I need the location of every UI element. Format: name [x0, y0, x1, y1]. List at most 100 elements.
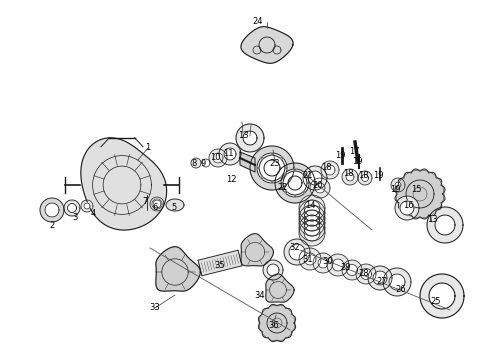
Polygon shape: [241, 234, 273, 266]
Polygon shape: [368, 266, 392, 290]
Polygon shape: [346, 173, 354, 181]
Polygon shape: [281, 177, 283, 179]
Polygon shape: [285, 167, 287, 169]
Polygon shape: [307, 182, 309, 184]
Polygon shape: [257, 167, 259, 169]
Polygon shape: [285, 191, 287, 193]
Polygon shape: [68, 203, 76, 212]
Polygon shape: [400, 201, 414, 215]
Polygon shape: [271, 181, 273, 183]
Text: 32: 32: [290, 243, 300, 252]
Polygon shape: [391, 178, 405, 192]
Polygon shape: [257, 153, 287, 183]
Polygon shape: [315, 183, 325, 193]
Polygon shape: [198, 250, 242, 276]
Polygon shape: [153, 200, 161, 208]
Text: 36: 36: [269, 320, 279, 329]
Polygon shape: [321, 161, 339, 179]
Polygon shape: [304, 220, 320, 236]
Polygon shape: [240, 152, 255, 172]
Polygon shape: [289, 244, 305, 260]
Text: 18: 18: [343, 170, 353, 179]
Text: 27: 27: [377, 276, 387, 285]
Text: 20: 20: [313, 180, 323, 189]
Polygon shape: [304, 225, 320, 241]
Polygon shape: [373, 271, 387, 285]
Text: 14: 14: [305, 202, 315, 211]
Polygon shape: [358, 171, 372, 185]
Polygon shape: [304, 253, 316, 265]
Text: 13: 13: [238, 130, 248, 139]
Polygon shape: [299, 215, 325, 241]
Text: 29: 29: [341, 264, 351, 273]
Polygon shape: [395, 196, 419, 220]
Polygon shape: [294, 169, 296, 171]
Polygon shape: [299, 200, 325, 226]
Text: 18: 18: [320, 162, 331, 171]
Text: 19: 19: [352, 158, 362, 166]
Polygon shape: [346, 265, 358, 275]
Text: 23: 23: [270, 158, 280, 167]
Polygon shape: [304, 205, 320, 221]
Polygon shape: [361, 269, 371, 279]
Polygon shape: [267, 264, 279, 276]
Text: 3: 3: [73, 213, 78, 222]
Polygon shape: [288, 176, 302, 190]
Polygon shape: [299, 195, 325, 221]
Polygon shape: [191, 158, 201, 168]
Text: 26: 26: [396, 284, 406, 293]
Polygon shape: [263, 260, 283, 280]
Polygon shape: [299, 205, 325, 231]
Text: 1: 1: [146, 144, 150, 153]
Polygon shape: [81, 138, 167, 230]
Text: 19: 19: [390, 185, 400, 194]
Text: 22: 22: [278, 184, 288, 193]
Polygon shape: [271, 153, 273, 155]
Polygon shape: [299, 248, 321, 270]
Text: 12: 12: [226, 175, 236, 184]
Text: 35: 35: [215, 261, 225, 270]
Polygon shape: [81, 200, 93, 212]
Text: 30: 30: [323, 257, 333, 266]
Polygon shape: [250, 146, 294, 190]
Polygon shape: [303, 191, 305, 193]
Polygon shape: [304, 215, 320, 231]
Polygon shape: [294, 195, 296, 197]
Polygon shape: [150, 197, 164, 211]
Polygon shape: [84, 203, 90, 209]
Polygon shape: [318, 258, 328, 268]
Polygon shape: [310, 178, 330, 198]
Polygon shape: [213, 153, 223, 163]
Text: 19: 19: [373, 171, 383, 180]
Polygon shape: [284, 239, 310, 265]
Polygon shape: [389, 274, 405, 290]
Polygon shape: [299, 220, 325, 246]
Polygon shape: [304, 200, 320, 216]
Text: 19: 19: [335, 150, 345, 159]
Polygon shape: [395, 182, 401, 188]
Text: 31: 31: [303, 256, 313, 265]
Polygon shape: [299, 210, 325, 236]
Polygon shape: [342, 260, 362, 280]
Polygon shape: [327, 254, 349, 276]
Polygon shape: [40, 198, 64, 222]
Text: 17: 17: [349, 147, 359, 156]
Polygon shape: [303, 166, 327, 190]
Text: 5: 5: [172, 202, 176, 211]
Text: 13: 13: [427, 215, 437, 224]
Polygon shape: [224, 148, 236, 160]
Text: 15: 15: [411, 184, 421, 194]
Polygon shape: [64, 200, 80, 216]
Polygon shape: [152, 199, 162, 209]
Polygon shape: [261, 157, 263, 159]
Text: 6: 6: [152, 202, 158, 211]
Text: 33: 33: [149, 303, 160, 312]
Polygon shape: [383, 268, 411, 296]
Text: 7: 7: [142, 198, 147, 207]
Polygon shape: [156, 247, 200, 291]
Text: 4: 4: [90, 208, 96, 217]
Polygon shape: [166, 199, 184, 211]
Polygon shape: [259, 155, 285, 181]
Polygon shape: [313, 253, 333, 273]
Polygon shape: [261, 177, 263, 179]
